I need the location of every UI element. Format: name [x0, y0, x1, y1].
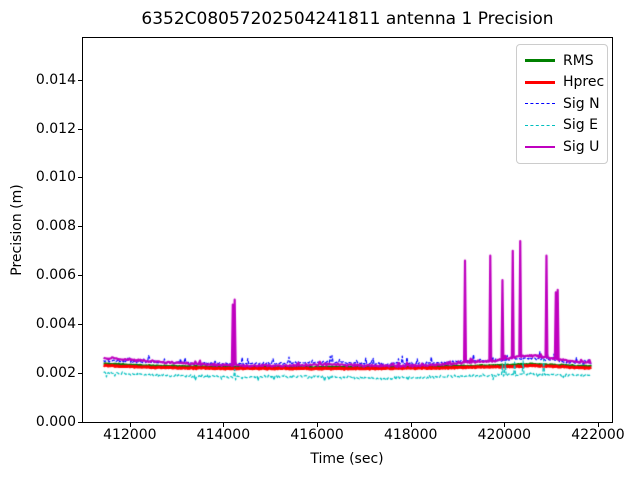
y-tick-label: 0.014 — [35, 71, 76, 88]
x-tick-label: 412000 — [103, 427, 157, 443]
legend-entry: Sig U — [525, 136, 607, 158]
legend-label: Hprec — [563, 74, 605, 91]
x-tick-mark — [504, 423, 506, 427]
y-tick-label: 0.010 — [35, 169, 76, 186]
legend-entry: Sig N — [525, 93, 607, 115]
x-tick-mark — [223, 423, 225, 427]
legend-line-swatch — [525, 103, 555, 105]
y-tick-label: 0.000 — [35, 414, 76, 430]
y-tick-label: 0.004 — [35, 316, 76, 333]
legend-label: Sig E — [563, 117, 598, 134]
chart-title: 6352C08057202504241811 antenna 1 Precisi… — [141, 9, 554, 29]
x-tick-mark — [317, 423, 319, 427]
y-tick-label: 0.002 — [35, 365, 76, 382]
y-tick-label: 0.006 — [35, 267, 76, 284]
legend-entry: Hprec — [525, 72, 607, 94]
legend: RMS Hprec Sig N Sig E Sig U — [516, 44, 608, 164]
legend-entry: Sig E — [525, 115, 607, 137]
legend-label: RMS — [563, 52, 594, 69]
y-tick-mark — [78, 422, 82, 423]
y-tick-mark — [78, 177, 82, 179]
x-tick-label: 416000 — [290, 427, 344, 443]
x-tick-mark — [410, 423, 412, 427]
x-tick-label: 420000 — [477, 427, 532, 443]
y-tick-mark — [78, 79, 82, 81]
plot-area: RMS Hprec Sig N Sig E Sig U — [82, 37, 613, 423]
x-tick-mark — [129, 423, 131, 427]
y-tick-label: 0.008 — [35, 218, 76, 235]
legend-line-swatch — [525, 80, 555, 84]
legend-entry: RMS — [525, 50, 607, 72]
x-tick-label: 414000 — [196, 427, 251, 443]
x-tick-label: 418000 — [383, 427, 438, 443]
legend-label: Sig U — [563, 138, 600, 155]
y-tick-mark — [78, 226, 82, 228]
y-tick-mark — [78, 275, 82, 277]
y-tick-label: 0.012 — [35, 120, 76, 137]
y-tick-mark — [78, 128, 82, 130]
x-tick-mark — [598, 423, 599, 427]
legend-line-swatch — [525, 59, 555, 63]
legend-label: Sig N — [563, 95, 600, 112]
legend-line-swatch — [525, 145, 555, 148]
x-axis-label: Time (sec) — [310, 451, 384, 467]
legend-line-swatch — [525, 124, 555, 126]
y-tick-mark — [78, 373, 82, 375]
x-tick-label: 422000 — [571, 427, 625, 443]
y-tick-mark — [78, 324, 82, 326]
